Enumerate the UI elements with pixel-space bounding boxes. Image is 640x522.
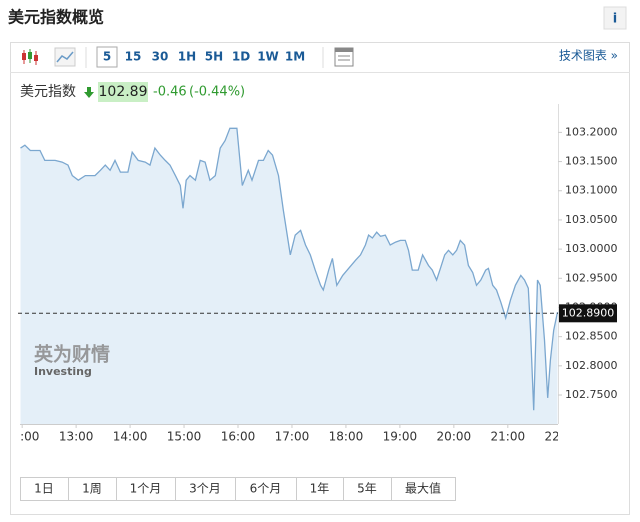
- interval-button[interactable]: 1H: [178, 50, 196, 64]
- watermark-site: Investing: [34, 365, 92, 378]
- interval-button[interactable]: 15: [125, 50, 142, 64]
- candle-icon[interactable]: [20, 48, 38, 66]
- price-line: [20, 127, 559, 411]
- y-tick-label: 102.8500: [565, 330, 618, 343]
- y-tick-label: 103.2000: [565, 125, 618, 138]
- interval-button[interactable]: 5H: [205, 50, 223, 64]
- interval-selected: [96, 46, 118, 68]
- range-label: 1年: [310, 482, 330, 496]
- table-icon[interactable]: [334, 47, 354, 67]
- down-arrow: [84, 87, 94, 98]
- x-tick-label: 15:00: [167, 430, 202, 444]
- quote-price: 102.89: [99, 84, 148, 100]
- price-highlight: [98, 82, 148, 102]
- x-tick-label: 13:00: [59, 430, 94, 444]
- range-label: 1日: [34, 482, 54, 496]
- x-tick-label: 20:00: [437, 430, 472, 444]
- range-label: 3个月: [189, 482, 221, 496]
- y-tick-label: 103.0000: [565, 242, 618, 255]
- range-label: 5年: [357, 482, 377, 496]
- range-label: 1个月: [130, 482, 162, 496]
- panel: [10, 42, 630, 515]
- quote-change-percent: (-0.44%): [189, 85, 245, 100]
- interval-button[interactable]: 1D: [232, 50, 250, 64]
- x-tick-label: 14:00: [113, 430, 148, 444]
- x-tick-label: 12:00: [5, 430, 40, 444]
- title: 美元指数概览: [8, 8, 104, 27]
- watermark-brand: 英为财情: [34, 343, 110, 366]
- interval-button[interactable]: 30: [152, 50, 169, 64]
- range-button[interactable]: [391, 477, 456, 501]
- quote-name: 美元指数: [20, 84, 76, 100]
- interval-button[interactable]: 1W: [257, 50, 279, 64]
- x-tick-label: 19:00: [383, 430, 418, 444]
- last-price-label: 102.8900: [562, 306, 615, 319]
- line-icon[interactable]: [54, 47, 76, 67]
- x-tick-label: 21:00: [491, 430, 526, 444]
- y-tick-label: 102.9500: [565, 271, 618, 284]
- info-icon: i: [613, 12, 617, 27]
- info-button[interactable]: [603, 6, 627, 30]
- x-tick-label: 17:00: [275, 430, 310, 444]
- x-tick-label: 22:00: [544, 430, 579, 444]
- y-tick-label: 102.7500: [565, 388, 618, 401]
- y-tick-label: 103.1500: [565, 155, 618, 168]
- tech-chart-link[interactable]: 技术图表 »: [559, 49, 618, 63]
- y-tick-label: 102.8000: [565, 359, 618, 372]
- y-tick-label: 103.0500: [565, 213, 618, 226]
- range-label: 6个月: [250, 482, 282, 496]
- interval-button[interactable]: 5: [103, 50, 111, 64]
- y-tick-label: 103.1000: [565, 184, 618, 197]
- x-tick-label: 16:00: [221, 430, 256, 444]
- quote-change: -0.46: [153, 85, 187, 100]
- x-axis: 12:00 13:00 14:00 15:00 16:00 17:00 18:00 19:00…: [5, 424, 579, 444]
- range-label: 最大值: [405, 481, 441, 496]
- interval-button[interactable]: 1M: [285, 50, 305, 64]
- area: [20, 128, 558, 425]
- x-tick-label: 18:00: [329, 430, 364, 444]
- range-label: 1周: [82, 482, 102, 496]
- last-price-box: [559, 304, 617, 323]
